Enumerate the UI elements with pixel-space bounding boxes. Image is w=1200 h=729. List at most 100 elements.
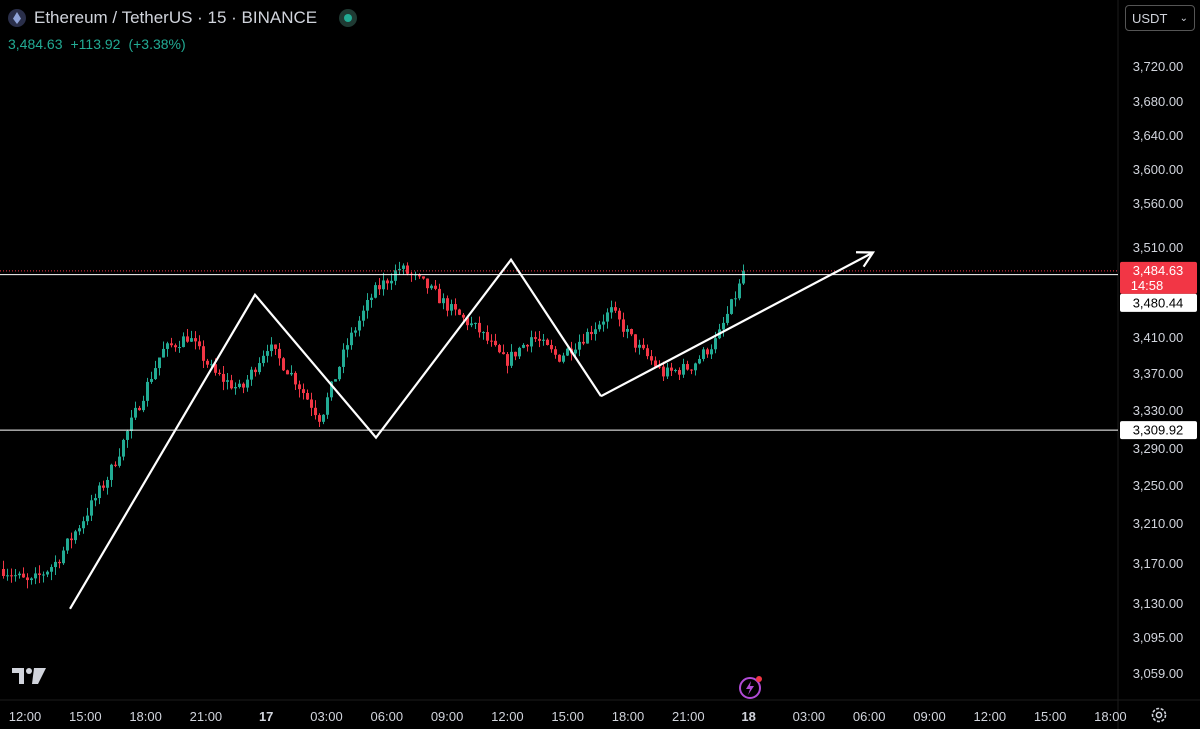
candle-body <box>450 304 453 311</box>
candle-body <box>618 310 621 320</box>
candle-body <box>614 307 617 311</box>
candle-body <box>74 531 77 541</box>
candle-body <box>82 521 85 529</box>
candle-body <box>674 370 677 372</box>
candle-body <box>350 332 353 346</box>
candle-body <box>514 351 517 357</box>
candle-body <box>278 348 281 359</box>
candle-body <box>426 278 429 289</box>
x-tick-label: 21:00 <box>672 709 705 724</box>
candle-body <box>738 283 741 299</box>
candle-body <box>366 300 369 311</box>
time-axis[interactable]: 12:00 15:00 18:00 21:00 17 03:00 06:00 09:00 12:… <box>9 709 1127 724</box>
candle-body <box>334 379 337 382</box>
level-axis-value: 3,480.44 <box>1133 295 1184 310</box>
candlestick-series <box>2 261 745 589</box>
candle-body <box>642 344 645 349</box>
candle-body <box>226 380 229 382</box>
candle-body <box>258 363 261 373</box>
last-price: 3,484.63 <box>8 36 63 52</box>
last-price-axis-label <box>1120 261 1197 294</box>
tradingview-logo-icon[interactable] <box>12 664 46 686</box>
x-tick-label: 15:00 <box>551 709 584 724</box>
candle-body <box>546 339 549 345</box>
price-axis[interactable]: 3,720.00 3,680.00 3,640.00 3,600.00 3,560.00… <box>1133 59 1184 681</box>
level-axis-label[interactable] <box>1120 421 1197 440</box>
candle-body <box>506 354 509 366</box>
candle-body <box>358 320 361 331</box>
x-tick-label: 18 <box>741 709 755 724</box>
symbol-title[interactable]: Ethereum / TetherUS · 15 · BINANCE <box>34 8 318 27</box>
trend-arrow-head <box>855 251 876 268</box>
candle-body <box>218 372 221 374</box>
candle-body <box>170 343 173 346</box>
candle-body <box>42 574 45 576</box>
candle-body <box>722 322 725 330</box>
candle-body <box>578 341 581 350</box>
currency-select-value: USDT <box>1132 10 1168 26</box>
settings-gear-icon[interactable] <box>1150 706 1168 724</box>
candle-body <box>78 528 81 532</box>
candle-body <box>726 313 729 323</box>
flash-alert-icon[interactable] <box>738 674 764 700</box>
y-tick-label: 3,290.00 <box>1133 441 1184 456</box>
candle-body <box>534 337 537 339</box>
level-axis-label[interactable] <box>1120 293 1197 312</box>
x-tick-label: 17 <box>259 709 273 724</box>
candle-body <box>230 380 233 389</box>
trend-arrow-line[interactable] <box>600 251 874 398</box>
y-tick-label: 3,410.00 <box>1133 330 1184 345</box>
market-status-icon[interactable] <box>339 9 358 27</box>
candle-body <box>490 340 493 342</box>
candle-body <box>262 355 265 364</box>
candle-body <box>310 399 313 408</box>
candle-body <box>714 338 717 350</box>
candle-body <box>530 337 533 347</box>
candle-body <box>582 341 585 344</box>
candle-body <box>494 340 497 346</box>
candle-body <box>186 336 189 342</box>
y-tick-label: 3,680.00 <box>1133 94 1184 109</box>
currency-select[interactable]: USDT ⌄ <box>1125 5 1195 31</box>
x-tick-label: 12:00 <box>974 709 1007 724</box>
y-tick-label: 3,510.00 <box>1133 240 1184 255</box>
candle-body <box>98 485 101 499</box>
candle-body <box>402 265 405 269</box>
candle-body <box>498 345 501 353</box>
candle-body <box>566 348 569 356</box>
candle-body <box>86 515 89 522</box>
x-tick-label: 15:00 <box>1034 709 1067 724</box>
candle-body <box>322 414 325 422</box>
candle-body <box>454 304 457 310</box>
candle-body <box>638 344 641 348</box>
y-tick-label: 3,095.00 <box>1133 630 1184 645</box>
candle-body <box>554 349 557 355</box>
candle-body <box>34 573 37 579</box>
x-tick-label: 09:00 <box>431 709 464 724</box>
candle-body <box>338 366 341 380</box>
candle-body <box>38 573 41 575</box>
candle-body <box>666 367 669 377</box>
candle-body <box>510 351 513 366</box>
candle-body <box>282 358 285 371</box>
candle-body <box>246 379 249 388</box>
candle-body <box>134 407 137 418</box>
candle-body <box>22 573 25 578</box>
chart-header: Ethereum / TetherUS · 15 · BINANCE <box>8 8 358 28</box>
candle-body <box>538 338 541 341</box>
candle-body <box>362 310 365 321</box>
candle-body <box>30 578 33 581</box>
candle-body <box>466 317 469 326</box>
x-tick-label: 18:00 <box>1094 709 1127 724</box>
candle-body <box>138 407 141 411</box>
candle-body <box>606 312 609 322</box>
candle-body <box>66 538 69 551</box>
candle-body <box>182 336 185 348</box>
zigzag-pattern-line[interactable] <box>69 257 602 610</box>
candle-body <box>154 368 157 380</box>
candle-body <box>690 369 693 371</box>
pattern-annotations <box>69 251 876 610</box>
y-tick-label: 3,600.00 <box>1133 162 1184 177</box>
x-tick-label: 03:00 <box>310 709 343 724</box>
